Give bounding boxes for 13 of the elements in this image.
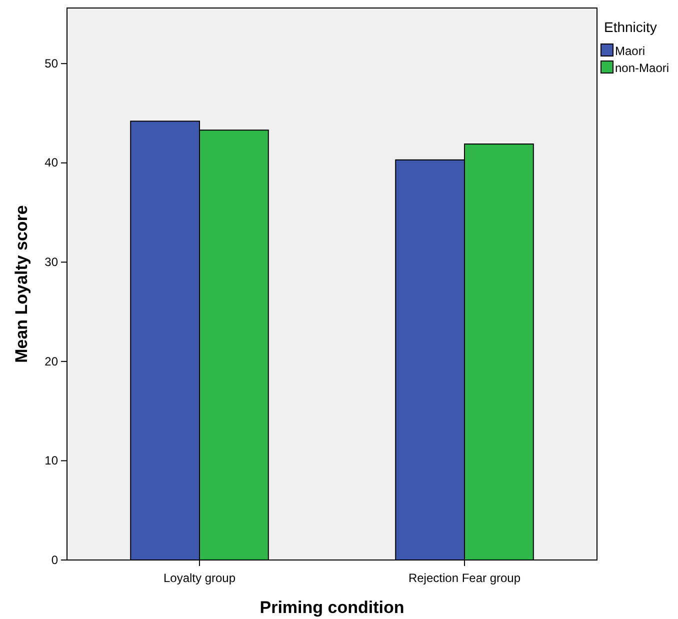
legend-title: Ethnicity: [604, 19, 657, 35]
y-axis-title: Mean Loyalty score: [12, 205, 31, 363]
y-tick-label: 10: [44, 454, 58, 468]
y-tick-label: 40: [44, 156, 58, 170]
legend-label: non-Maori: [615, 61, 670, 75]
legend-label: Maori: [615, 44, 646, 58]
y-tick-label: 50: [44, 56, 58, 70]
y-tick-label: 20: [44, 354, 58, 368]
x-tick-label: Loyalty group: [163, 571, 236, 586]
x-tick-label: Rejection Fear group: [408, 571, 521, 586]
y-tick-label: 30: [44, 255, 58, 269]
x-axis-title: Priming condition: [260, 598, 404, 617]
y-tick-label: 0: [51, 552, 58, 567]
